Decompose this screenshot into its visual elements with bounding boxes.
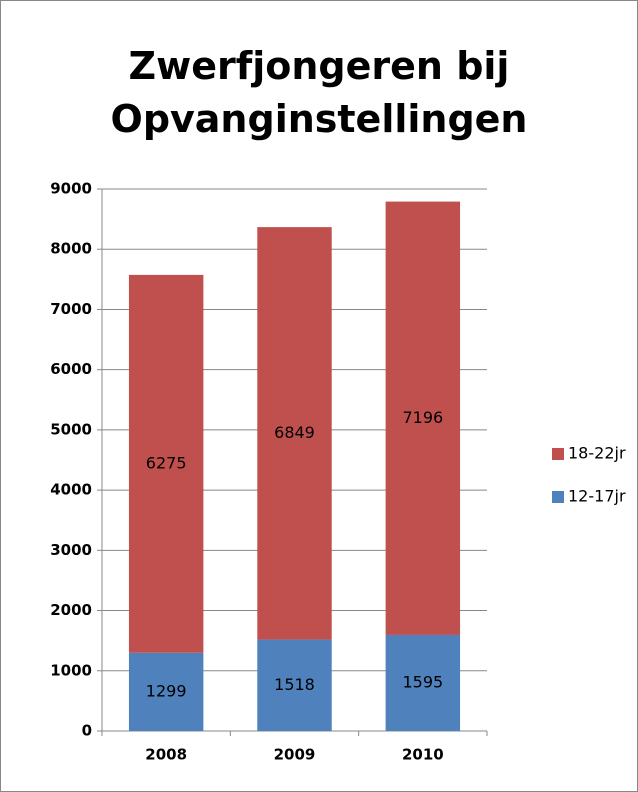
y-tick-label: 5000 [50,420,92,438]
y-tick-label: 0 [82,722,92,740]
data-label: 6275 [146,453,187,472]
bar-segment [257,639,332,731]
data-label: 1595 [402,672,443,691]
y-tick-label: 4000 [50,481,92,499]
data-label: 1299 [146,681,187,700]
x-tick-label: 2010 [402,746,444,764]
y-tick-label: 9000 [50,180,92,198]
x-tick-label: 2008 [145,746,187,764]
y-tick-label: 6000 [50,360,92,378]
bar-segment [385,201,461,635]
x-tick-label: 2009 [274,746,316,764]
bar-segment [128,274,204,653]
data-label: 1518 [274,675,315,694]
y-tick-label: 1000 [50,661,92,679]
data-label: 6849 [274,423,315,442]
chart-title: Zwerfjongeren bij Opvanginstellingen [110,44,528,141]
legend-swatch [552,448,564,460]
bar-segment [385,634,461,731]
legend-label: 12-17jr [568,487,626,506]
y-tick-label: 8000 [50,240,92,258]
y-tick-label: 3000 [50,541,92,559]
legend-swatch [552,491,564,503]
legend-label: 18-22jr [568,444,626,463]
y-tick-label: 7000 [50,300,92,318]
data-label: 7196 [402,408,443,427]
y-tick-label: 2000 [50,601,92,619]
bar-segment [257,227,332,640]
bar-segment [128,652,204,731]
